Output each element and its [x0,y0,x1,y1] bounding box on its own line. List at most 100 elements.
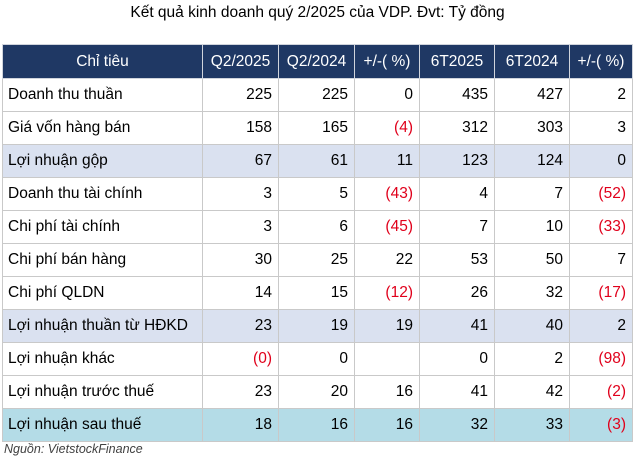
header-quarter-change: +/-( %) [354,44,420,79]
header-6m-change: +/-( %) [569,44,633,79]
cell-6m-2025: 7 [419,210,495,244]
row-label: Lợi nhuận thuần từ HĐKD [2,309,203,343]
cell-6m-2024: 32 [494,276,570,310]
cell-q2-2024: 15 [278,276,355,310]
cell-q2-2025: 158 [202,111,279,145]
header-q2-2024: Q2/2024 [278,44,355,79]
table-row: Lợi nhuận gộp 67 61 11 123 124 0 [2,144,633,178]
cell-6m-2025: 41 [419,375,495,409]
header-q2-2025: Q2/2025 [202,44,279,79]
cell-quarter-change: (43) [354,177,420,211]
table-row: Chi phí bán hàng 30 25 22 53 50 7 [2,243,633,277]
cell-q2-2025: 3 [202,210,279,244]
cell-quarter-change: 16 [354,408,420,442]
cell-q2-2025: 18 [202,408,279,442]
cell-6m-2024: 10 [494,210,570,244]
cell-q2-2025: 67 [202,144,279,178]
cell-quarter-change: 0 [354,78,420,112]
header-indicator: Chỉ tiêu [2,44,203,79]
cell-6m-change: (3) [569,408,633,442]
cell-6m-2025: 32 [419,408,495,442]
table-body: Doanh thu thuần 225 225 0 435 427 2 Giá vốn hàn… [2,78,633,442]
table-row: Lợi nhuận trước thuế 23 20 16 41 42 (2) [2,375,633,409]
cell-q2-2024: 25 [278,243,355,277]
table-row: Doanh thu thuần 225 225 0 435 427 2 [2,78,633,112]
cell-6m-change: 2 [569,78,633,112]
row-label: Giá vốn hàng bán [2,111,203,145]
cell-quarter-change: 16 [354,375,420,409]
row-label: Lợi nhuận trước thuế [2,375,203,409]
cell-quarter-change: (12) [354,276,420,310]
cell-q2-2024: 0 [278,342,355,376]
row-label: Chi phí tài chính [2,210,203,244]
table-row: Lợi nhuận sau thuế 18 16 16 32 33 (3) [2,408,633,442]
cell-quarter-change [354,342,420,376]
cell-6m-2024: 33 [494,408,570,442]
table-row: Lợi nhuận khác (0) 0 0 2 (98) [2,342,633,376]
cell-quarter-change: (45) [354,210,420,244]
row-label: Lợi nhuận khác [2,342,203,376]
cell-6m-2024: 124 [494,144,570,178]
cell-q2-2024: 20 [278,375,355,409]
income-statement-table: Chỉ tiêu Q2/2025 Q2/2024 +/-( %) 6T2025 … [2,44,633,442]
cell-q2-2024: 16 [278,408,355,442]
row-label: Chi phí bán hàng [2,243,203,277]
cell-6m-change: 2 [569,309,633,343]
cell-q2-2024: 61 [278,144,355,178]
cell-6m-2024: 303 [494,111,570,145]
source-note: Nguồn: VietstockFinance [4,442,143,456]
cell-6m-change: (17) [569,276,633,310]
cell-6m-change: (2) [569,375,633,409]
table-header-row: Chỉ tiêu Q2/2025 Q2/2024 +/-( %) 6T2025 … [2,44,633,79]
cell-6m-2025: 26 [419,276,495,310]
report-title: Kết quả kinh doanh quý 2/2025 của VDP. Đ… [130,4,505,21]
cell-q2-2025: (0) [202,342,279,376]
cell-q2-2025: 23 [202,375,279,409]
cell-q2-2024: 19 [278,309,355,343]
row-label: Doanh thu thuần [2,78,203,112]
cell-6m-2024: 7 [494,177,570,211]
table-row: Chi phí QLDN 14 15 (12) 26 32 (17) [2,276,633,310]
cell-6m-2025: 435 [419,78,495,112]
cell-6m-change: 3 [569,111,633,145]
cell-quarter-change: 22 [354,243,420,277]
cell-q2-2025: 14 [202,276,279,310]
cell-q2-2024: 6 [278,210,355,244]
cell-q2-2025: 23 [202,309,279,343]
cell-q2-2025: 3 [202,177,279,211]
cell-6m-2024: 2 [494,342,570,376]
table-row: Lợi nhuận thuần từ HĐKD 23 19 19 41 40 2 [2,309,633,343]
cell-6m-change: (98) [569,342,633,376]
cell-q2-2024: 5 [278,177,355,211]
cell-6m-change: (52) [569,177,633,211]
cell-6m-change: 7 [569,243,633,277]
cell-q2-2024: 225 [278,78,355,112]
header-6m-2025: 6T2025 [419,44,495,79]
cell-6m-2025: 123 [419,144,495,178]
cell-quarter-change: 11 [354,144,420,178]
row-label: Chi phí QLDN [2,276,203,310]
cell-6m-2024: 50 [494,243,570,277]
row-label: Lợi nhuận sau thuế [2,408,203,442]
cell-6m-2025: 4 [419,177,495,211]
cell-6m-change: (33) [569,210,633,244]
cell-6m-2024: 42 [494,375,570,409]
header-6m-2024: 6T2024 [494,44,570,79]
cell-q2-2025: 30 [202,243,279,277]
cell-quarter-change: 19 [354,309,420,343]
cell-6m-2025: 41 [419,309,495,343]
cell-q2-2025: 225 [202,78,279,112]
table-row: Doanh thu tài chính 3 5 (43) 4 7 (52) [2,177,633,211]
cell-6m-2024: 40 [494,309,570,343]
cell-6m-2025: 0 [419,342,495,376]
table-row: Giá vốn hàng bán 158 165 (4) 312 303 3 [2,111,633,145]
cell-6m-2025: 312 [419,111,495,145]
cell-6m-2024: 427 [494,78,570,112]
cell-quarter-change: (4) [354,111,420,145]
row-label: Doanh thu tài chính [2,177,203,211]
cell-6m-2025: 53 [419,243,495,277]
cell-6m-change: 0 [569,144,633,178]
table-row: Chi phí tài chính 3 6 (45) 7 10 (33) [2,210,633,244]
cell-q2-2024: 165 [278,111,355,145]
row-label: Lợi nhuận gộp [2,144,203,178]
